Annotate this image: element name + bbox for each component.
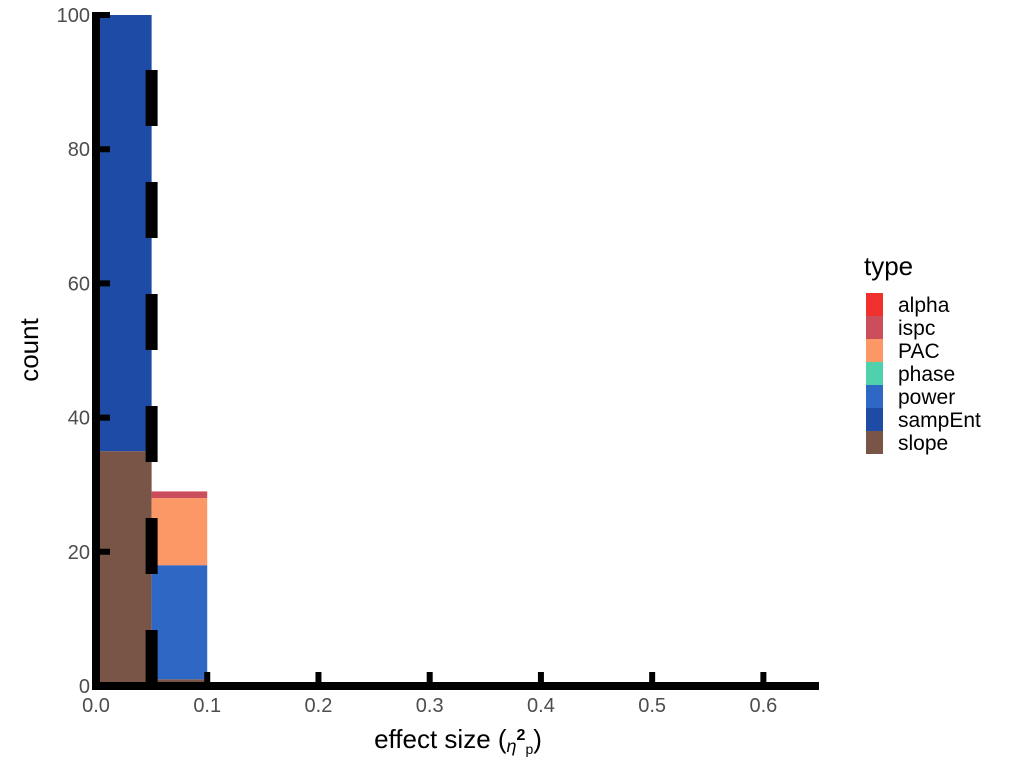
x-axis-title-symbol: η (507, 736, 517, 756)
x-tick-label: 0.4 (527, 695, 555, 717)
legend-title: type (864, 251, 913, 281)
bar-power-bin-2 (151, 565, 208, 680)
x-tick-label: 0.5 (638, 695, 666, 717)
axes-layer: 0 20 40 60 80 100 0.0 0.1 0.2 0.3 0.4 0.5 0.6 (57, 5, 819, 717)
legend-label-sampEnt: sampEnt (898, 409, 981, 432)
legend-label-ispc: ispc (898, 317, 935, 340)
legend-label-alpha: alpha (898, 294, 950, 317)
y-axis-title: count (14, 317, 44, 381)
bars-layer (96, 15, 208, 686)
x-tick-label: 0.0 (82, 695, 110, 717)
x-tick-label: 0.1 (193, 695, 221, 717)
legend-label-phase: phase (898, 363, 955, 386)
legend-swatch-power (866, 385, 883, 408)
legend-swatch-alpha (866, 293, 883, 316)
y-tick-label: 20 (68, 542, 90, 564)
x-axis-title-close: ) (533, 724, 542, 754)
x-axis-title-superscript: 2 (517, 727, 526, 744)
x-axis-title: effect size (η2p) (374, 724, 542, 757)
y-tick-label: 100 (57, 5, 90, 27)
y-tick-label: 80 (68, 139, 90, 161)
y-tick-label: 60 (68, 273, 90, 295)
legend-swatch-sampEnt (866, 408, 883, 431)
y-tick-label: 0 (79, 676, 90, 698)
x-tick-label: 0.6 (749, 695, 777, 717)
bar-ispc-bin-2 (151, 491, 208, 499)
legend-label-PAC: PAC (898, 340, 940, 363)
bar-sampEnt-bin-1 (96, 15, 152, 452)
y-tick-label: 40 (68, 408, 90, 430)
legend-label-power: power (898, 386, 955, 409)
legend-label-slope: slope (898, 432, 948, 455)
legend-swatch-PAC (866, 339, 883, 362)
bar-slope-bin-1 (96, 451, 152, 686)
x-axis-title-text: effect size ( (374, 724, 507, 754)
legend-swatch-ispc (866, 316, 883, 339)
x-axis-title-subscript: p (525, 741, 533, 757)
legend-swatch-phase (866, 362, 883, 385)
x-tick-label: 0.2 (305, 695, 333, 717)
bar-PAC-bin-2 (151, 498, 208, 566)
x-tick-label: 0.3 (416, 695, 444, 717)
legend-swatch-slope (866, 431, 883, 454)
